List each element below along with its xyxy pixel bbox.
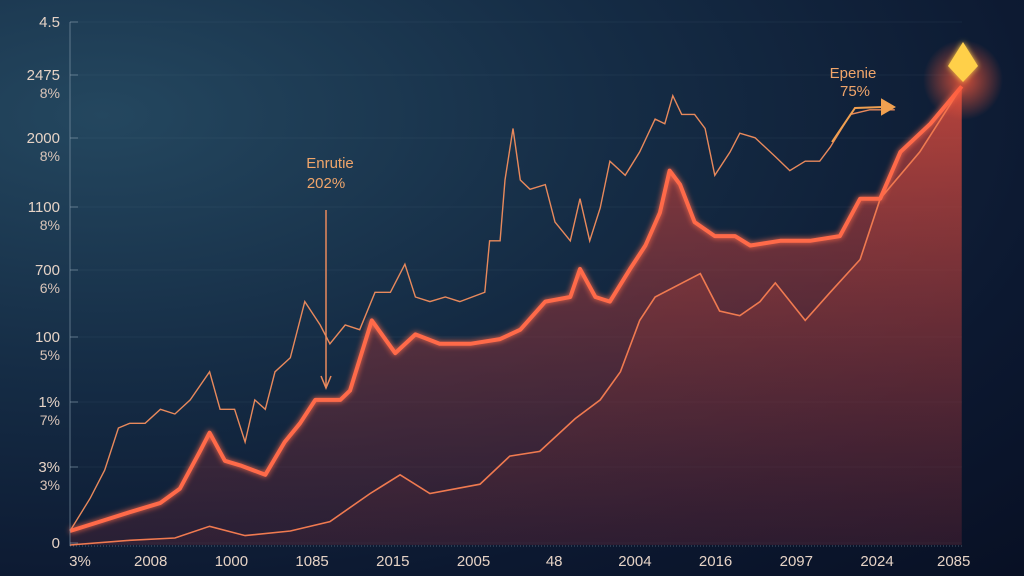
x-tick-label: 2005 [457,553,490,570]
y-tick-sublabel: 8% [40,217,60,233]
x-tick-label: 3% [69,553,91,570]
annotation-1-arrow [320,210,332,390]
x-tick-label: 48 [546,553,563,570]
annotation-1-label: Enrutie [306,155,354,172]
y-tick-label: 100 [35,329,60,346]
x-tick-label: 2004 [618,553,651,570]
x-tick-label: 1085 [295,553,328,570]
x-tick-label: 1000 [215,553,248,570]
y-tick-sublabel: 3% [40,477,60,493]
y-tick-sublabel: 5% [40,347,60,363]
series-3-line [69,85,963,546]
x-tick-label: 2024 [860,553,893,570]
series-3-area [70,86,962,546]
y-tick-label: 1100 [28,199,60,216]
x-tick-label: 2016 [699,553,732,570]
y-tick-sublabel: 6% [40,280,60,296]
x-tick-label: 2015 [376,553,409,570]
y-tick-label: 1% [38,394,60,411]
series-1-line [69,93,895,532]
y-tick-sublabel: 7% [40,412,60,428]
annotation-2-label: Epenie [830,65,877,82]
y-tick-label: 4.5 [39,14,60,31]
annotation-1-value: 202% [307,175,345,192]
y-tick-sublabel: 8% [40,85,60,101]
y-tick-label: 700 [35,262,60,279]
x-tick-label: 2008 [134,553,167,570]
x-tick-label: 2097 [780,553,813,570]
x-tick-label: 2085 [937,553,970,570]
annotation-2-arrow [831,98,896,143]
y-tick-label: 3% [38,459,60,476]
annotation-2-value: 75% [840,83,870,100]
series-2-line [69,85,964,533]
y-tick-label: 2475 [27,67,60,84]
y-tick-sublabel: 8% [40,148,60,164]
y-tick-label: 2000 [27,130,60,147]
y-tick-label: 0 [52,535,60,552]
diamond-icon [948,42,978,82]
